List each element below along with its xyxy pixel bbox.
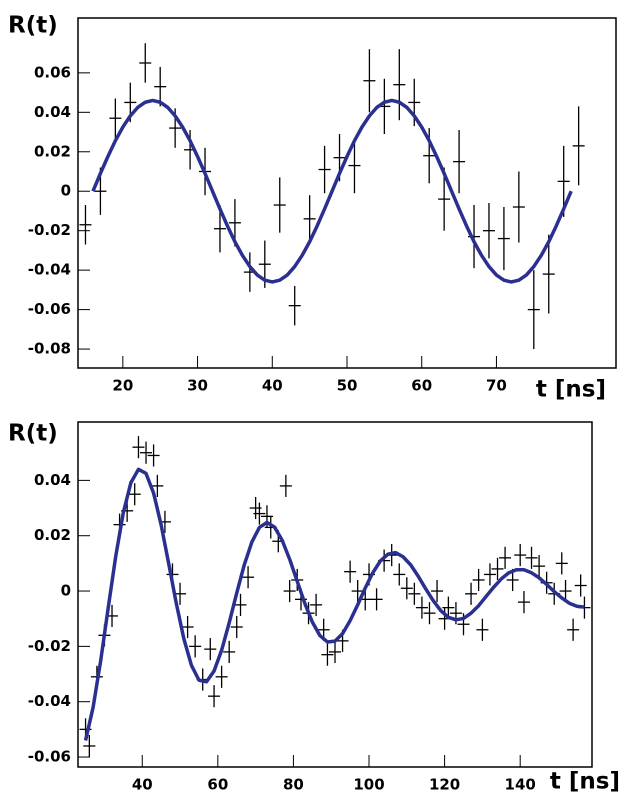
y-tick-label: 0.06 xyxy=(34,63,71,81)
fit-curve xyxy=(91,98,573,284)
y-tick-label: -0.04 xyxy=(28,692,71,710)
x-tick-label: 20 xyxy=(112,377,133,395)
y-tick-label: -0.04 xyxy=(28,261,71,279)
x-tick-label: 120 xyxy=(429,776,460,794)
y-tick-label: -0.06 xyxy=(28,300,71,318)
plot-frame xyxy=(77,17,617,369)
fit-curve xyxy=(83,467,585,741)
y-tick-label: 0 xyxy=(61,182,71,200)
x-tick-label: 70 xyxy=(486,377,507,395)
y-tick-label: 0.02 xyxy=(34,526,71,544)
y-tick-label: -0.08 xyxy=(28,340,71,358)
y-tick-label: 0.02 xyxy=(34,142,71,160)
y-axis-label: R(t) xyxy=(8,421,58,447)
x-tick-label: 40 xyxy=(262,377,283,395)
x-tick-label: 140 xyxy=(505,776,536,794)
x-tick-label: 100 xyxy=(353,776,384,794)
x-tick-label: 80 xyxy=(283,776,304,794)
x-tick-label: 60 xyxy=(411,377,432,395)
plot-frame xyxy=(77,421,593,768)
y-tick-label: 0 xyxy=(61,582,71,600)
x-axis-label: t [ns] xyxy=(536,377,606,403)
y-tick-label: -0.02 xyxy=(28,637,71,655)
y-tick-label: -0.02 xyxy=(28,221,71,239)
x-tick-label: 60 xyxy=(207,776,228,794)
y-axis-label: R(t) xyxy=(8,13,58,39)
x-tick-label: 40 xyxy=(132,776,153,794)
x-tick-label: 30 xyxy=(187,377,208,395)
y-tick-label: 0.04 xyxy=(34,103,71,121)
x-tick-label: 50 xyxy=(337,377,358,395)
y-tick-label: -0.06 xyxy=(28,748,71,766)
x-axis-label: t [ns] xyxy=(550,769,620,795)
y-tick-label: 0.04 xyxy=(34,471,71,489)
